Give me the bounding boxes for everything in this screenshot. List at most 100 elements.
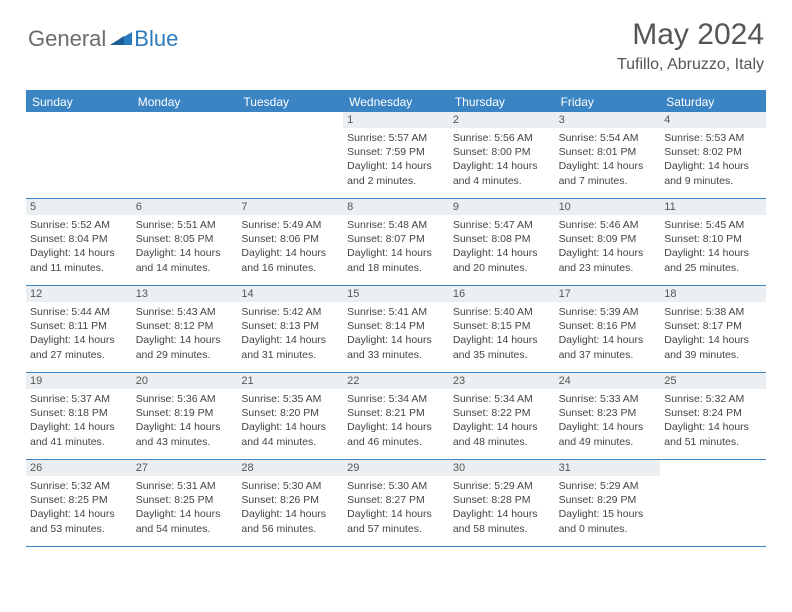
daylight-text: Daylight: 14 hours and 4 minutes. <box>453 159 551 187</box>
sunset-text: Sunset: 8:08 PM <box>453 232 551 246</box>
title-block: May 2024 Tufillo, Abruzzo, Italy <box>617 18 764 74</box>
day-info: Sunrise: 5:30 AMSunset: 8:26 PMDaylight:… <box>241 479 339 536</box>
day-info: Sunrise: 5:48 AMSunset: 8:07 PMDaylight:… <box>347 218 445 275</box>
sunrise-text: Sunrise: 5:37 AM <box>30 392 128 406</box>
sunrise-text: Sunrise: 5:54 AM <box>559 131 657 145</box>
day-number: 27 <box>132 460 238 476</box>
day-number: 10 <box>555 199 661 215</box>
day-cell: 7 Sunrise: 5:49 AMSunset: 8:06 PMDaylight… <box>237 199 343 285</box>
sunrise-text: Sunrise: 5:49 AM <box>241 218 339 232</box>
sunrise-text: Sunrise: 5:42 AM <box>241 305 339 319</box>
daylight-text: Daylight: 14 hours and 53 minutes. <box>30 507 128 535</box>
sunrise-text: Sunrise: 5:38 AM <box>664 305 762 319</box>
daylight-text: Daylight: 14 hours and 54 minutes. <box>136 507 234 535</box>
day-cell: 1Sunrise: 5:57 AMSunset: 7:59 PMDaylight… <box>343 112 449 198</box>
sunrise-text: Sunrise: 5:32 AM <box>664 392 762 406</box>
sunrise-text: Sunrise: 5:30 AM <box>347 479 445 493</box>
sunrise-text: Sunrise: 5:56 AM <box>453 131 551 145</box>
day-number: 22 <box>343 373 449 389</box>
day-number: 7 <box>237 199 343 215</box>
day-info: Sunrise: 5:40 AMSunset: 8:15 PMDaylight:… <box>453 305 551 362</box>
sunset-text: Sunset: 8:20 PM <box>241 406 339 420</box>
day-number: 29 <box>343 460 449 476</box>
day-cell: 26Sunrise: 5:32 AMSunset: 8:25 PMDayligh… <box>26 460 132 546</box>
logo-text-general: General <box>28 26 106 52</box>
sunrise-text: Sunrise: 5:43 AM <box>136 305 234 319</box>
day-info: Sunrise: 5:34 AMSunset: 8:21 PMDaylight:… <box>347 392 445 449</box>
calendar: SundayMondayTuesdayWednesdayThursdayFrid… <box>26 90 766 547</box>
day-cell: 14Sunrise: 5:42 AMSunset: 8:13 PMDayligh… <box>237 286 343 372</box>
day-cell: 2 Sunrise: 5:56 AMSunset: 8:00 PMDaylight… <box>449 112 555 198</box>
day-cell: 6Sunrise: 5:51 AMSunset: 8:05 PMDaylight… <box>132 199 238 285</box>
sunset-text: Sunset: 8:21 PM <box>347 406 445 420</box>
day-info: Sunrise: 5:38 AMSunset: 8:17 PMDaylight:… <box>664 305 762 362</box>
week-row: 12Sunrise: 5:44 AMSunset: 8:11 PMDayligh… <box>26 286 766 373</box>
day-info: Sunrise: 5:46 AMSunset: 8:09 PMDaylight:… <box>559 218 657 275</box>
sunset-text: Sunset: 8:00 PM <box>453 145 551 159</box>
day-number: 18 <box>660 286 766 302</box>
sunrise-text: Sunrise: 5:51 AM <box>136 218 234 232</box>
day-cell: 16Sunrise: 5:40 AMSunset: 8:15 PMDayligh… <box>449 286 555 372</box>
daylight-text: Daylight: 14 hours and 29 minutes. <box>136 333 234 361</box>
daylight-text: Daylight: 14 hours and 43 minutes. <box>136 420 234 448</box>
sunset-text: Sunset: 8:25 PM <box>30 493 128 507</box>
day-cell: 24Sunrise: 5:33 AMSunset: 8:23 PMDayligh… <box>555 373 661 459</box>
daylight-text: Daylight: 14 hours and 11 minutes. <box>30 246 128 274</box>
logo: General Blue <box>28 18 178 52</box>
sunset-text: Sunset: 8:02 PM <box>664 145 762 159</box>
day-number: 31 <box>555 460 661 476</box>
day-cell: 31Sunrise: 5:29 AMSunset: 8:29 PMDayligh… <box>555 460 661 546</box>
day-info: Sunrise: 5:31 AMSunset: 8:25 PMDaylight:… <box>136 479 234 536</box>
dow-cell: Sunday <box>26 92 132 112</box>
day-cell: 15Sunrise: 5:41 AMSunset: 8:14 PMDayligh… <box>343 286 449 372</box>
sunrise-text: Sunrise: 5:47 AM <box>453 218 551 232</box>
day-cell: 10 Sunrise: 5:46 AMSunset: 8:09 PMDayligh… <box>555 199 661 285</box>
day-number: 28 <box>237 460 343 476</box>
daylight-text: Daylight: 14 hours and 35 minutes. <box>453 333 551 361</box>
day-number: 8 <box>343 199 449 215</box>
daylight-text: Daylight: 14 hours and 20 minutes. <box>453 246 551 274</box>
daylight-text: Daylight: 15 hours and 0 minutes. <box>559 507 657 535</box>
day-info: Sunrise: 5:35 AMSunset: 8:20 PMDaylight:… <box>241 392 339 449</box>
sunrise-text: Sunrise: 5:45 AM <box>664 218 762 232</box>
daylight-text: Daylight: 14 hours and 9 minutes. <box>664 159 762 187</box>
dow-cell: Monday <box>132 92 238 112</box>
sunset-text: Sunset: 8:27 PM <box>347 493 445 507</box>
days-of-week-row: SundayMondayTuesdayWednesdayThursdayFrid… <box>26 92 766 112</box>
sunset-text: Sunset: 8:04 PM <box>30 232 128 246</box>
day-info: Sunrise: 5:54 AMSunset: 8:01 PMDaylight:… <box>559 131 657 188</box>
dow-cell: Tuesday <box>237 92 343 112</box>
sunset-text: Sunset: 8:12 PM <box>136 319 234 333</box>
day-info: Sunrise: 5:44 AMSunset: 8:11 PMDaylight:… <box>30 305 128 362</box>
day-number: 6 <box>132 199 238 215</box>
sunrise-text: Sunrise: 5:44 AM <box>30 305 128 319</box>
sunset-text: Sunset: 8:26 PM <box>241 493 339 507</box>
day-info: Sunrise: 5:45 AMSunset: 8:10 PMDaylight:… <box>664 218 762 275</box>
sunrise-text: Sunrise: 5:53 AM <box>664 131 762 145</box>
day-cell: 29 Sunrise: 5:30 AMSunset: 8:27 PMDayligh… <box>343 460 449 546</box>
day-cell: 18 Sunrise: 5:38 AMSunset: 8:17 PMDayligh… <box>660 286 766 372</box>
sunset-text: Sunset: 8:19 PM <box>136 406 234 420</box>
day-info: Sunrise: 5:49 AMSunset: 8:06 PMDaylight:… <box>241 218 339 275</box>
sunset-text: Sunset: 8:22 PM <box>453 406 551 420</box>
daylight-text: Daylight: 14 hours and 7 minutes. <box>559 159 657 187</box>
day-info: Sunrise: 5:57 AMSunset: 7:59 PMDaylight:… <box>347 131 445 188</box>
sunrise-text: Sunrise: 5:41 AM <box>347 305 445 319</box>
week-row: 5Sunrise: 5:52 AMSunset: 8:04 PMDaylight… <box>26 199 766 286</box>
sunset-text: Sunset: 8:05 PM <box>136 232 234 246</box>
daylight-text: Daylight: 14 hours and 37 minutes. <box>559 333 657 361</box>
day-number: 2 <box>449 112 555 128</box>
sunrise-text: Sunrise: 5:48 AM <box>347 218 445 232</box>
day-cell: 30Sunrise: 5:29 AMSunset: 8:28 PMDayligh… <box>449 460 555 546</box>
day-number: 17 <box>555 286 661 302</box>
sunrise-text: Sunrise: 5:29 AM <box>453 479 551 493</box>
day-info: Sunrise: 5:30 AMSunset: 8:27 PMDaylight:… <box>347 479 445 536</box>
sunset-text: Sunset: 8:17 PM <box>664 319 762 333</box>
sunrise-text: Sunrise: 5:57 AM <box>347 131 445 145</box>
day-cell: 9 Sunrise: 5:47 AMSunset: 8:08 PMDaylight… <box>449 199 555 285</box>
day-number: 9 <box>449 199 555 215</box>
header: General Blue May 2024 Tufillo, Abruzzo, … <box>0 0 792 82</box>
day-cell: 19Sunrise: 5:37 AMSunset: 8:18 PMDayligh… <box>26 373 132 459</box>
sunrise-text: Sunrise: 5:34 AM <box>347 392 445 406</box>
daylight-text: Daylight: 14 hours and 25 minutes. <box>664 246 762 274</box>
